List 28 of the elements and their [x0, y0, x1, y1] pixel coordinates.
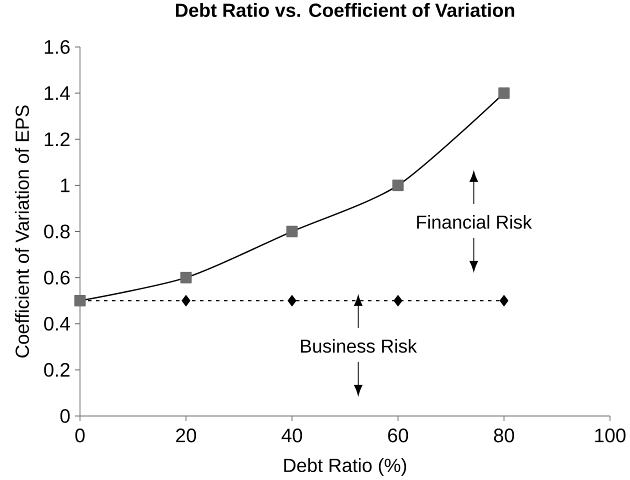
point [394, 295, 402, 306]
y-axis-title: Coefficient of Variation of EPS [15, 105, 29, 358]
point [498, 87, 510, 99]
y-tick-label: 0.2 [44, 362, 70, 377]
x-axis-title: Debt Ratio (%) [284, 458, 406, 476]
y-tick-label: 0.4 [44, 316, 70, 331]
x-tick-label: 40 [282, 428, 302, 442]
y-tick-label: 0.6 [44, 270, 70, 285]
x-tick-label: 100 [595, 428, 626, 442]
x-tick-label: 20 [176, 428, 196, 442]
y-tick-label: 1.4 [44, 86, 70, 100]
point [500, 295, 508, 306]
y-tick-label: 0 [60, 409, 70, 423]
y-tick-label: 1 [61, 178, 70, 192]
y-tick-label: 1.6 [44, 40, 70, 54]
point [286, 226, 298, 238]
point [180, 272, 192, 284]
y-tick-label: 1.2 [44, 132, 70, 146]
chart-title: Debt Ratio vs. Coefficient of Variation [176, 3, 514, 17]
x-tick-label: 0 [75, 428, 85, 442]
x-tick-label: 80 [494, 428, 514, 442]
x-tick-label: 60 [388, 428, 408, 442]
point [288, 295, 296, 306]
annotation: Business Risk [301, 339, 417, 353]
point [392, 180, 404, 192]
point [182, 295, 190, 306]
y-tick-label: 0.8 [44, 224, 70, 238]
annotation: Financial Risk [417, 215, 532, 229]
